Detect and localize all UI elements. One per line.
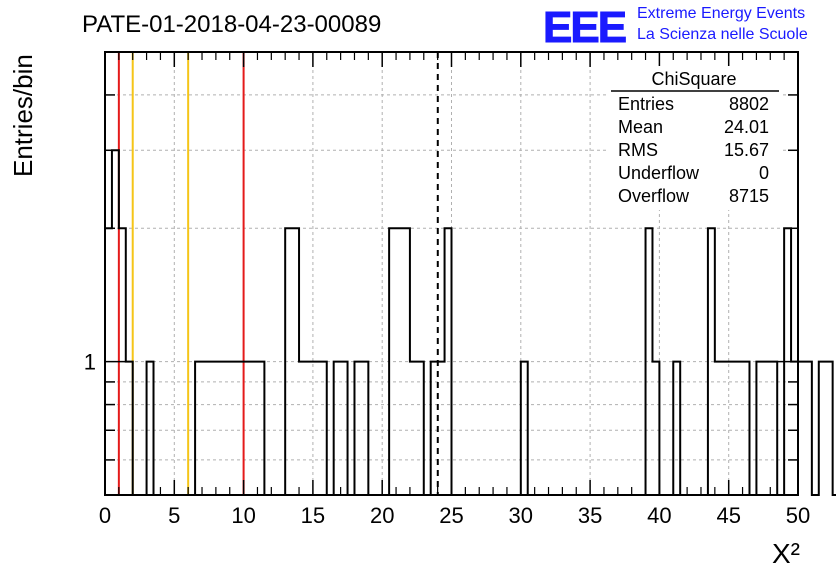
x-tick-label: 45 (716, 503, 740, 528)
eee-logo: EEE Extreme Energy Events La Scienza nel… (543, 3, 808, 53)
stats-value-overflow: 8715 (729, 186, 769, 206)
x-tick-label: 30 (509, 503, 533, 528)
stats-label-entries: Entries (618, 94, 674, 114)
x-tick-label: 15 (301, 503, 325, 528)
x-tick-label: 40 (647, 503, 671, 528)
stats-label-rms: RMS (618, 140, 658, 160)
stats-label-overflow: Overflow (618, 186, 690, 206)
eee-logo-mark: EEE (543, 3, 626, 52)
reference-lines (117, 52, 245, 495)
axis-ticks: 0 5 10 15 20 25 30 35 40 45 50 1 (84, 52, 810, 528)
y-axis-label: Entries/bin (8, 54, 38, 177)
stats-box-background (609, 66, 780, 210)
x-tick-label: 35 (578, 503, 602, 528)
stats-box: ChiSquare Entries 8802 Mean 24.01 RMS 15… (609, 66, 780, 210)
stats-value-entries: 8802 (729, 94, 769, 114)
stats-title: ChiSquare (651, 69, 736, 89)
x-tick-label: 0 (99, 503, 111, 528)
stats-value-rms: 15.67 (724, 140, 769, 160)
y-tick-label: 1 (84, 350, 96, 375)
stats-label-mean: Mean (618, 117, 663, 137)
stats-value-underflow: 0 (759, 163, 769, 183)
x-axis-label: X² (772, 538, 800, 569)
chart-title: PATE-01-2018-04-23-00089 (82, 11, 381, 38)
stats-label-underflow: Underflow (618, 163, 700, 183)
eee-logo-line1: Extreme Energy Events (637, 5, 805, 22)
x-tick-label: 5 (168, 503, 180, 528)
x-tick-label: 20 (370, 503, 394, 528)
stats-value-mean: 24.01 (724, 117, 769, 137)
eee-logo-line2: La Scienza nelle Scuole (637, 26, 808, 43)
x-tick-label: 50 (786, 503, 810, 528)
x-tick-label: 10 (231, 503, 255, 528)
x-tick-label: 25 (439, 503, 463, 528)
